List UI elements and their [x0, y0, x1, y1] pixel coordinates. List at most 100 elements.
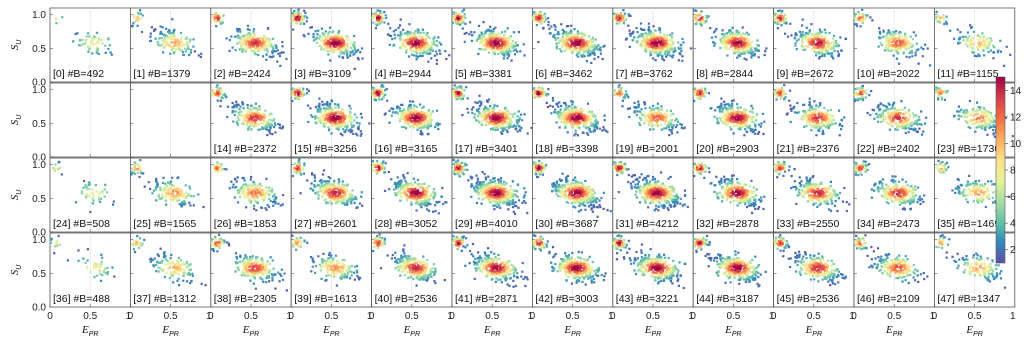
density-cell — [328, 102, 332, 105]
density-cell — [743, 41, 746, 45]
density-cell — [265, 47, 269, 51]
density-cell — [266, 125, 269, 129]
density-cell — [264, 124, 267, 127]
density-cell — [231, 109, 234, 113]
density-cell — [508, 43, 511, 47]
density-cell — [496, 128, 499, 131]
density-cell — [823, 40, 826, 43]
density-cell — [169, 45, 172, 48]
density-cell — [977, 38, 980, 41]
density-cell — [793, 37, 796, 40]
density-cell — [975, 55, 979, 58]
density-cell — [341, 37, 344, 40]
density-cell — [266, 44, 269, 47]
density-cell — [380, 88, 384, 92]
density-cell — [635, 26, 638, 30]
density-cell — [491, 36, 494, 40]
density-cell — [338, 112, 341, 115]
density-cell — [654, 46, 657, 49]
density-cell — [424, 112, 427, 115]
density-cell — [393, 37, 397, 40]
density-cell — [307, 32, 310, 35]
density-cell — [426, 49, 429, 52]
density-cell — [330, 50, 333, 53]
density-cell — [341, 116, 345, 119]
density-cell — [251, 113, 254, 116]
density-cell — [409, 47, 412, 50]
density-cell — [519, 50, 522, 53]
density-cell — [722, 34, 725, 37]
density-cell — [428, 36, 431, 40]
density-cell — [553, 24, 556, 27]
density-cell — [250, 117, 253, 120]
density-cell — [566, 131, 569, 134]
density-cell — [563, 38, 566, 41]
density-cell — [535, 23, 538, 27]
density-cell — [664, 55, 668, 58]
density-cell — [576, 32, 580, 35]
density-cell — [585, 60, 588, 63]
density-cell — [389, 34, 393, 38]
density-cell — [660, 47, 663, 50]
density-cell — [655, 42, 658, 45]
density-cell — [554, 28, 557, 31]
density-cell — [744, 46, 747, 49]
density-cell — [585, 126, 588, 129]
density-cell — [398, 109, 402, 113]
density-cell — [257, 128, 260, 131]
density-cell — [238, 48, 241, 51]
density-cell — [421, 115, 424, 118]
density-cell — [647, 28, 650, 32]
density-cell — [902, 51, 905, 54]
density-cell — [424, 40, 427, 43]
density-cell — [621, 17, 624, 20]
density-cell — [427, 109, 431, 113]
density-cell — [821, 53, 824, 56]
density-cell — [324, 110, 327, 114]
density-cell — [712, 41, 715, 44]
density-cell — [480, 48, 483, 51]
density-cell — [572, 120, 575, 123]
density-cell — [719, 47, 722, 50]
density-cell — [236, 116, 240, 120]
density-cell — [330, 124, 333, 128]
density-cell — [492, 106, 495, 109]
density-cell — [339, 115, 342, 118]
density-cell — [268, 38, 272, 41]
density-cell — [661, 57, 664, 60]
density-cell — [424, 46, 427, 49]
density-cell — [465, 86, 468, 89]
density-cell — [322, 32, 326, 36]
density-cell — [541, 17, 544, 20]
density-cell — [400, 33, 403, 36]
density-cell — [722, 42, 725, 45]
density-cell — [803, 33, 806, 37]
density-cell — [335, 117, 338, 120]
density-cell — [464, 22, 467, 25]
density-cell — [478, 113, 481, 116]
density-cell — [632, 30, 635, 33]
density-cell — [905, 55, 908, 58]
density-cell — [897, 62, 901, 65]
density-cell — [976, 46, 979, 49]
density-cell — [652, 25, 655, 28]
density-cell — [339, 132, 343, 135]
density-cell — [661, 47, 665, 51]
density-cell — [158, 37, 161, 40]
density-cell — [272, 55, 275, 58]
density-cell — [486, 107, 489, 110]
density-cell — [409, 49, 412, 52]
density-cell — [558, 101, 561, 104]
density-cell — [418, 118, 421, 121]
panel-label: [7] #B=3762 — [616, 68, 673, 80]
density-cell — [644, 36, 647, 39]
density-cell — [345, 35, 348, 38]
density-cell — [695, 9, 698, 12]
density-cell — [238, 118, 241, 122]
density-cell — [415, 39, 418, 42]
density-cell — [323, 34, 326, 37]
density-cell — [505, 50, 508, 53]
density-cell — [657, 54, 660, 57]
density-cell — [388, 43, 391, 46]
density-cell — [411, 113, 414, 116]
